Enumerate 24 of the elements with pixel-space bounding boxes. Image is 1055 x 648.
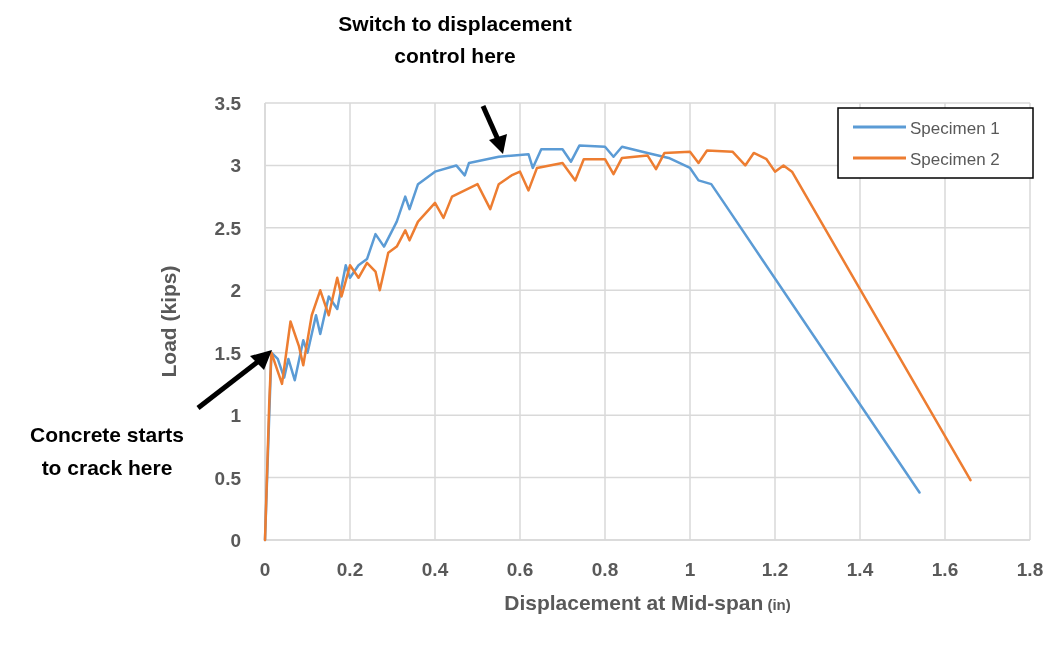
y-tick-label: 0.5 (214, 467, 242, 489)
x-tick-label: 0.4 (421, 559, 449, 580)
y-tick-label: 2.5 (214, 217, 242, 239)
y-tick-label: 3.5 (214, 93, 242, 114)
legend-label: Specimen 2 (910, 150, 1000, 169)
x-tick-label: 0.2 (336, 559, 364, 580)
x-tick-label: 1.2 (761, 559, 789, 580)
x-tick-label: 0.6 (506, 559, 534, 580)
x-tick-label: 1.6 (931, 559, 959, 580)
y-tick-label: 1.5 (214, 342, 242, 364)
y-tick-label: 0 (230, 530, 241, 551)
x-tick-label: 1.4 (846, 559, 874, 580)
legend-label: Specimen 1 (910, 119, 1000, 138)
y-tick-label: 2 (230, 280, 241, 302)
y-tick-label: 1 (230, 405, 242, 427)
text: Concrete starts to crack here (29, 423, 185, 479)
x-tick-label: 0 (259, 559, 271, 580)
x-tick-label: 0.8 (591, 559, 619, 580)
y-axis-title: Load (kips) (157, 265, 180, 378)
x-tick-label: 1.8 (1016, 559, 1044, 580)
y-tick-label: 3 (230, 155, 241, 177)
x-axis-title: Displacement at Mid-span (in) (504, 591, 791, 614)
text: Switch to displacement control here (338, 12, 572, 67)
x-tick-label: 1 (684, 559, 696, 580)
